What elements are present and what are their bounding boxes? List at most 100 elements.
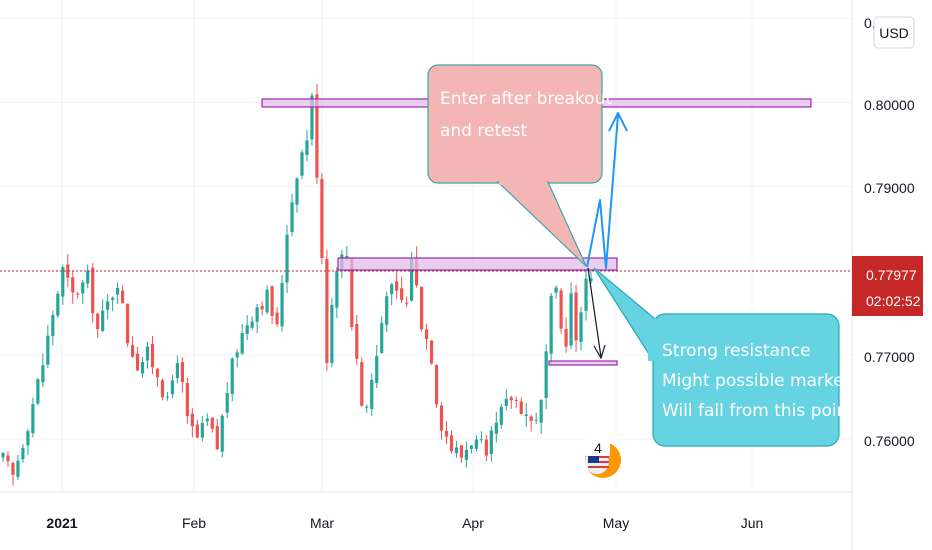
support-zone-low[interactable]	[548, 360, 618, 366]
candle-up	[255, 307, 259, 322]
candle-down	[424, 329, 429, 340]
candle-up	[16, 460, 20, 477]
candle-up	[280, 283, 284, 327]
economic-event-badge[interactable]: 4	[585, 436, 621, 478]
candle-up	[345, 256, 349, 258]
candle-up	[300, 152, 304, 176]
candle-up	[504, 398, 508, 406]
current-price-tag: 0.77977 02:02:52	[852, 256, 923, 316]
candle-down	[449, 435, 454, 452]
candle-down	[71, 277, 75, 293]
candle-up	[140, 361, 145, 374]
candle-down	[91, 267, 95, 314]
candle-down	[395, 281, 399, 291]
candle-down	[315, 94, 319, 178]
candle-down	[130, 344, 135, 357]
candle-down	[6, 455, 10, 462]
candle-down	[419, 286, 424, 330]
candle-down	[76, 293, 80, 295]
candle-up	[375, 356, 379, 383]
candle-down	[190, 413, 194, 427]
candle-up	[464, 450, 469, 460]
candle-down	[160, 380, 165, 398]
candle-up	[116, 287, 120, 295]
candle-up	[51, 314, 55, 337]
candle-down	[529, 416, 533, 421]
price-tick-0.80000: 0.80000	[864, 97, 915, 113]
candle-up	[370, 379, 374, 409]
candle-up	[250, 321, 254, 328]
candle-up	[175, 362, 180, 379]
candle-up	[335, 270, 339, 308]
candle-up	[569, 293, 573, 346]
time-label-feb: Feb	[182, 515, 206, 531]
candle-up	[101, 310, 105, 331]
time-label-2021: 2021	[46, 515, 77, 531]
candle-up	[549, 295, 553, 354]
candle-down	[514, 399, 518, 401]
candle-up	[534, 419, 538, 421]
current-price-value: 0.77977	[866, 267, 917, 283]
candle-up	[21, 447, 25, 460]
candle-down	[564, 328, 568, 347]
time-label-mar: Mar	[310, 515, 334, 531]
candle-up	[106, 301, 110, 310]
callout-resistance-pointer	[593, 267, 655, 365]
callout-entry[interactable]: Enter after breakout and retest	[427, 64, 612, 267]
candle-up	[489, 430, 493, 454]
candle-up	[365, 406, 369, 408]
candle-down	[509, 397, 513, 401]
candle-up	[499, 406, 503, 425]
candle-down	[275, 312, 279, 325]
price-tick-0.77000: 0.77000	[864, 349, 915, 365]
candle-down	[66, 264, 70, 278]
candle-up	[589, 278, 593, 282]
candle-down	[484, 439, 488, 456]
candle-up	[36, 379, 40, 404]
time-label-jun: Jun	[741, 515, 764, 531]
candle-up	[295, 178, 299, 205]
currency-label: USD	[879, 25, 909, 41]
candle-up	[205, 418, 209, 422]
candle-up	[235, 352, 239, 358]
candle-down	[185, 382, 189, 417]
callout-entry-pointer	[496, 181, 587, 267]
resistance-zone-mid[interactable]	[337, 257, 618, 271]
bearish-projection-arrow[interactable]	[587, 267, 606, 360]
candle-up	[165, 396, 170, 398]
candle-up	[310, 95, 314, 140]
candle-up	[330, 304, 334, 364]
time-label-apr: Apr	[462, 515, 484, 531]
candle-up	[145, 346, 150, 361]
candle-down	[135, 353, 140, 371]
callout-resistance[interactable]: Strong resistance Might possible market …	[593, 267, 854, 447]
candle-down	[434, 365, 439, 405]
price-tick-0.76000: 0.76000	[864, 433, 915, 449]
candle-up	[285, 234, 289, 283]
event-count: 4	[594, 440, 602, 456]
candle-up	[225, 393, 229, 413]
candle-up	[584, 278, 588, 311]
candle-up	[26, 431, 30, 446]
candle-down	[429, 340, 434, 364]
candle-down	[400, 288, 404, 300]
candle-down	[125, 303, 130, 344]
price-tick-0.79000: 0.79000	[864, 180, 915, 196]
candle-down	[350, 258, 354, 327]
currency-button[interactable]: USD	[873, 16, 915, 49]
callout-entry-line-1: Enter after breakout	[440, 89, 612, 109]
candle-down	[180, 362, 184, 383]
time-label-may: May	[603, 515, 629, 531]
candle-up	[454, 447, 459, 454]
candle-down	[120, 290, 125, 304]
candle-up	[1, 453, 5, 458]
candle-up	[494, 422, 498, 434]
candle-up	[46, 335, 50, 365]
candle-up	[579, 312, 583, 342]
callout-resistance-line-1: Strong resistance	[662, 341, 811, 361]
callout-resistance-box	[652, 313, 840, 447]
bullish-projection-arrow[interactable]	[586, 112, 628, 269]
candle-down	[459, 445, 464, 458]
price-countdown: 02:02:52	[866, 293, 921, 309]
